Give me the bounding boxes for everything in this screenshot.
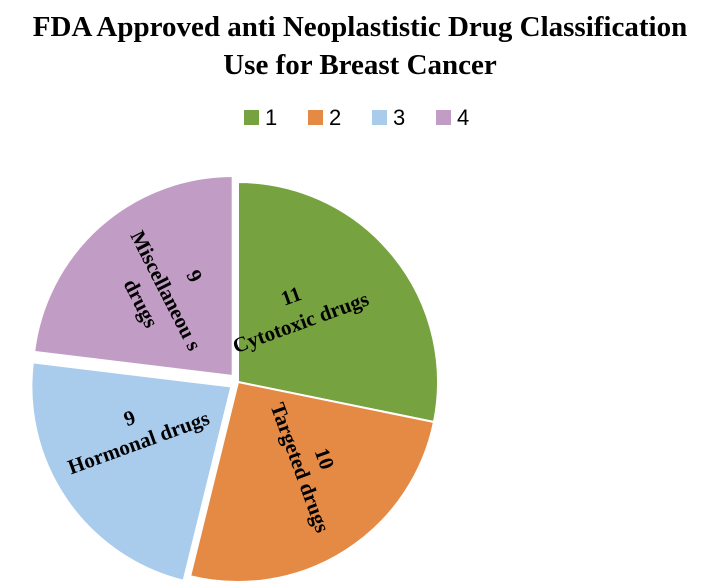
legend-label-1: 1	[265, 105, 277, 130]
legend-swatch-4	[436, 110, 451, 125]
legend-label-4: 4	[457, 105, 469, 130]
pie-slice-4	[33, 175, 234, 378]
pie-slice-2	[188, 380, 436, 583]
legend-label-2: 2	[329, 105, 341, 130]
legend-swatch-2	[308, 110, 323, 125]
pie-slice-1	[237, 180, 439, 424]
legend: 1 2 3 4	[244, 105, 469, 130]
pie-slices	[30, 175, 439, 583]
chart-subtitle: Use for Breast Cancer	[223, 49, 497, 81]
legend-swatch-1	[244, 110, 259, 125]
chart-title: FDA Approved anti Neoplastistic Drug Cla…	[33, 11, 687, 43]
legend-swatch-3	[372, 110, 387, 125]
legend-label-3: 3	[393, 105, 405, 130]
pie-slice-3	[30, 361, 233, 582]
